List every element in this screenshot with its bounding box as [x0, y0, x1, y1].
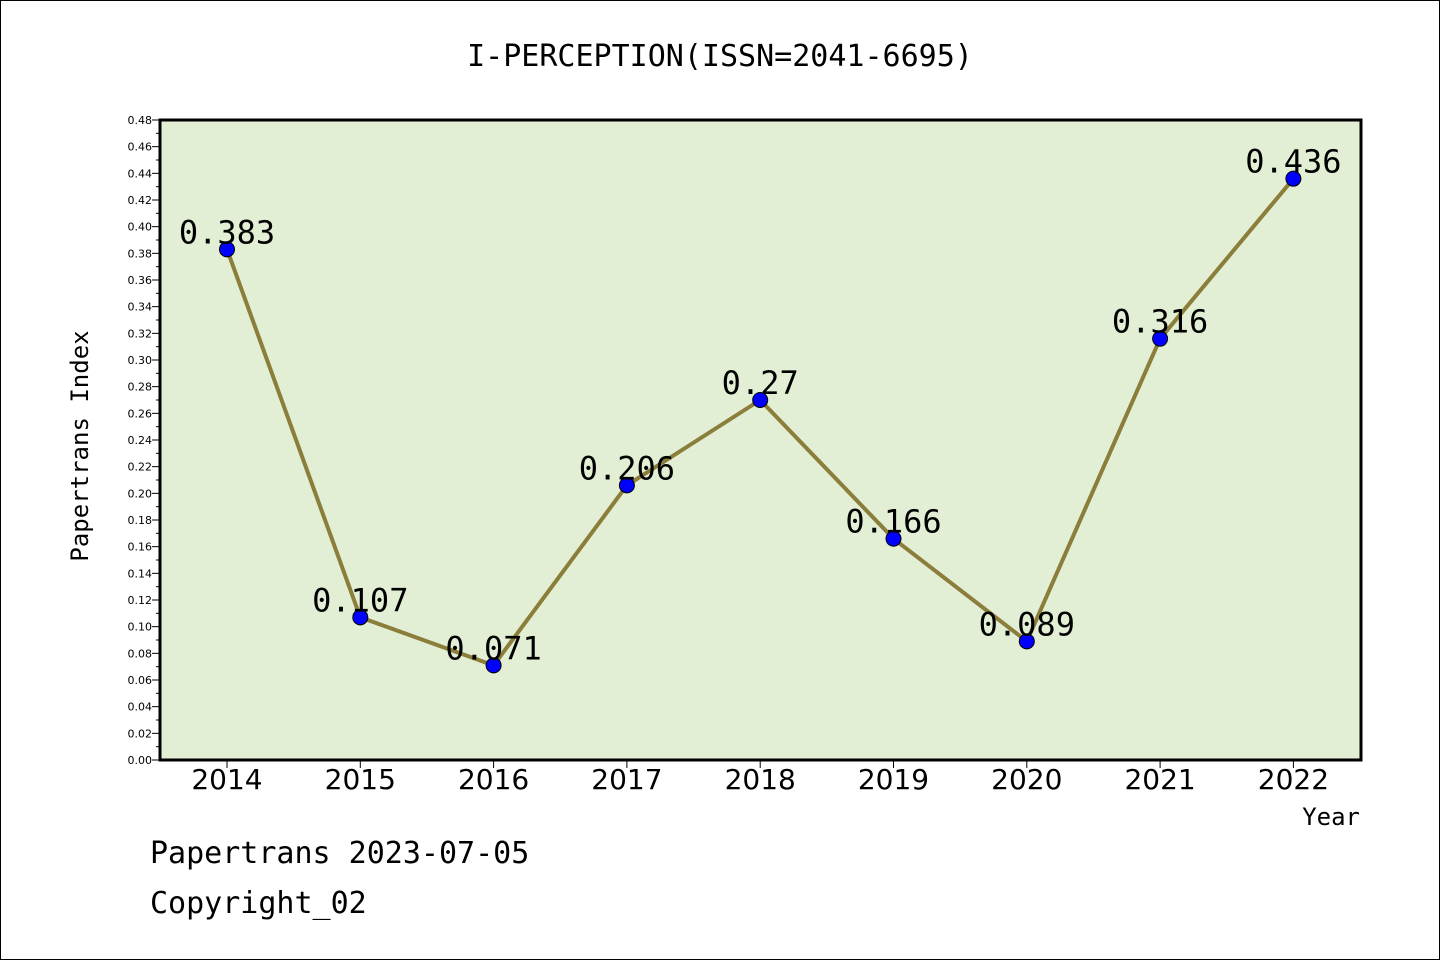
x-axis-label: Year: [1302, 803, 1360, 831]
y-tick-label: 0.20: [128, 487, 153, 500]
data-label: 0.166: [845, 503, 941, 541]
data-point: [485, 657, 502, 674]
y-tick-label: 0.08: [128, 647, 153, 660]
x-tick-label: 2019: [858, 763, 929, 796]
y-tick-label: 0.44: [128, 167, 153, 180]
chart-title: I-PERCEPTION(ISSN=2041-6695): [467, 39, 973, 74]
footer-copyright: Copyright_02: [150, 886, 367, 921]
data-label: 0.27: [722, 364, 799, 402]
y-tick-label: 0.32: [128, 327, 153, 340]
data-point: [752, 392, 769, 408]
data-label: 0.436: [1245, 143, 1341, 181]
x-tick-label: 2014: [191, 763, 262, 796]
series-layer: 0.383 0.107 0.071 0.206 0.27 0.166 0.089 0.316 0…: [179, 143, 1342, 674]
data-point: [1018, 633, 1035, 650]
y-tick-label: 0.42: [128, 194, 153, 207]
y-tick-label: 0.48: [128, 114, 153, 127]
x-tick-label: 2021: [1124, 763, 1195, 796]
y-tick-label: 0.36: [128, 274, 153, 287]
plot-border: [158, 118, 1363, 762]
data-label: 0.071: [445, 629, 541, 667]
x-tick-label: 2016: [458, 763, 529, 796]
x-tick-label: 2015: [325, 763, 396, 796]
x-tick-label: 2017: [591, 763, 662, 796]
y-tick-label: 0.06: [128, 674, 153, 687]
data-label: 0.107: [312, 581, 408, 619]
y-axis-label: Papertrans Index: [66, 330, 94, 561]
plot-area: [160, 120, 1361, 760]
data-point: [1152, 330, 1169, 347]
x-tick-label: 2018: [725, 763, 796, 796]
y-tick-label: 0.38: [128, 247, 153, 260]
data-point: [219, 241, 235, 258]
y-tick-label: 0.40: [128, 221, 153, 234]
footer-date: Papertrans 2023-07-05: [150, 836, 529, 871]
y-tick-label: 0.22: [128, 461, 153, 474]
y-axis: 0.00 0.02 0.04 0.06 0.08 0.10 0.12 0.14 0.16 0.18…: [128, 114, 160, 767]
y-tick-label: 0.30: [128, 354, 153, 367]
data-point: [352, 609, 369, 626]
y-tick-label: 0.46: [128, 141, 153, 154]
data-label: 0.316: [1112, 303, 1208, 341]
x-tick-label: 2020: [991, 763, 1062, 796]
y-tick-label: 0.18: [128, 514, 153, 527]
y-tick-label: 0.04: [128, 701, 153, 714]
y-tick-label: 0.02: [128, 727, 153, 740]
x-tick-label: 2022: [1258, 763, 1329, 796]
y-tick-label: 0.34: [128, 301, 153, 314]
y-tick-label: 0.16: [128, 541, 153, 554]
y-tick-label: 0.00: [128, 754, 153, 767]
data-point: [885, 530, 902, 547]
data-label: 0.089: [979, 605, 1075, 643]
y-tick-label: 0.24: [128, 434, 153, 447]
y-tick-label: 0.10: [128, 621, 153, 634]
x-axis: 2014 2015 2016 2017 2018 2019 2020 2021 2022: [191, 760, 1329, 796]
data-point: [618, 477, 635, 494]
data-label: 0.206: [579, 449, 675, 487]
data-point: [1285, 170, 1302, 187]
y-tick-label: 0.26: [128, 407, 153, 420]
y-tick-label: 0.28: [128, 381, 153, 394]
y-tick-label: 0.12: [128, 594, 153, 607]
y-tick-label: 0.14: [128, 567, 153, 580]
data-label: 0.383: [179, 213, 275, 251]
